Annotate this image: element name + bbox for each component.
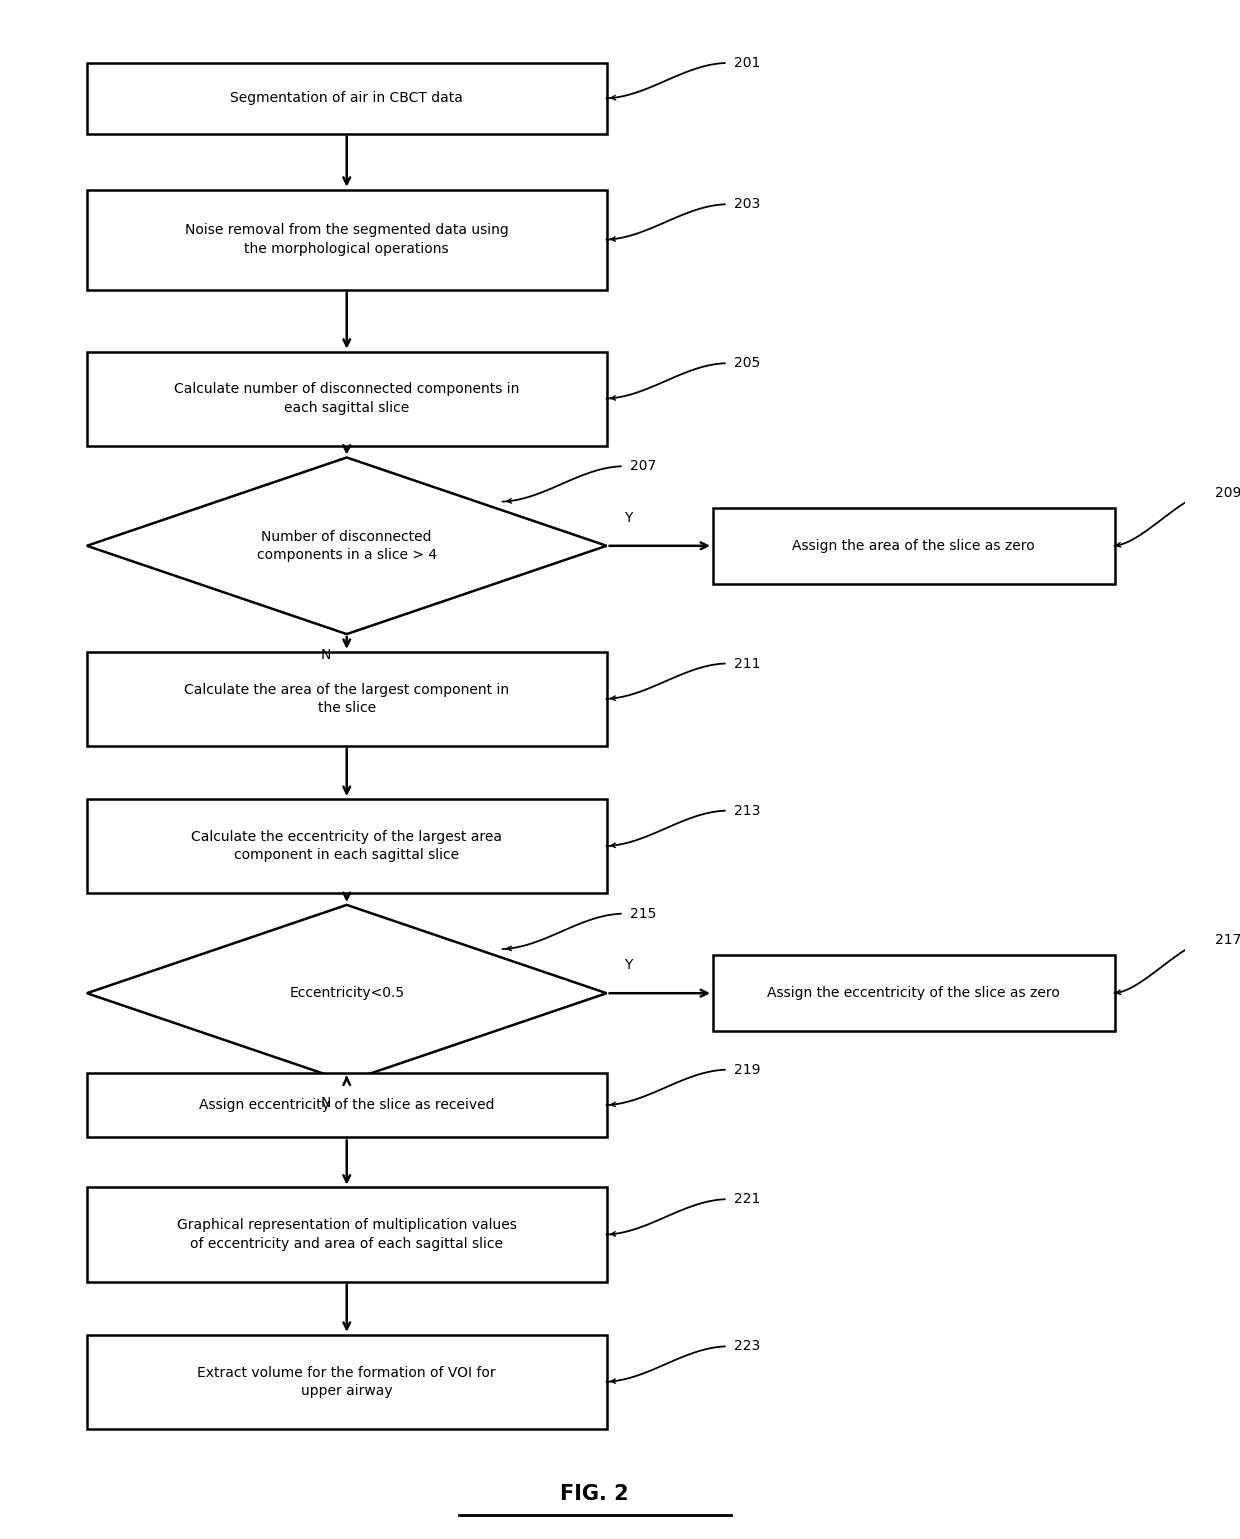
Bar: [87, 651, 606, 746]
Text: 201: 201: [734, 55, 760, 71]
Bar: [87, 1073, 606, 1137]
Text: 211: 211: [734, 657, 760, 671]
Bar: [87, 351, 606, 446]
Text: Y: Y: [624, 511, 632, 525]
Text: Calculate the eccentricity of the largest area
component in each sagittal slice: Calculate the eccentricity of the larges…: [191, 830, 502, 862]
Text: Calculate number of disconnected components in
each sagittal slice: Calculate number of disconnected compone…: [174, 382, 520, 416]
Text: 221: 221: [734, 1193, 760, 1207]
Text: Graphical representation of multiplication values
of eccentricity and area of ea: Graphical representation of multiplicati…: [177, 1219, 517, 1251]
Bar: [713, 508, 1115, 585]
Text: Number of disconnected
components in a slice > 4: Number of disconnected components in a s…: [257, 529, 436, 562]
Bar: [713, 954, 1115, 1031]
Text: Calculate the area of the largest component in
the slice: Calculate the area of the largest compon…: [185, 683, 510, 716]
Text: 219: 219: [734, 1063, 760, 1077]
Text: Segmentation of air in CBCT data: Segmentation of air in CBCT data: [231, 91, 464, 105]
Bar: [87, 63, 606, 134]
Text: 203: 203: [734, 197, 760, 211]
Text: 205: 205: [734, 357, 760, 371]
Text: 209: 209: [1215, 486, 1240, 500]
Text: N: N: [320, 648, 331, 662]
Text: Noise removal from the segmented data using
the morphological operations: Noise removal from the segmented data us…: [185, 223, 508, 255]
Text: Extract volume for the formation of VOI for
upper airway: Extract volume for the formation of VOI …: [197, 1365, 496, 1397]
Text: Y: Y: [624, 957, 632, 973]
Bar: [87, 189, 606, 289]
Text: FIG. 2: FIG. 2: [560, 1484, 629, 1504]
Text: N: N: [320, 1096, 331, 1110]
Text: 213: 213: [734, 803, 760, 817]
Text: 223: 223: [734, 1339, 760, 1353]
Text: Eccentricity<0.5: Eccentricity<0.5: [289, 986, 404, 1000]
Bar: [87, 799, 606, 893]
Bar: [87, 1188, 606, 1282]
Bar: [87, 1334, 606, 1428]
Text: 215: 215: [630, 906, 657, 920]
Text: 217: 217: [1215, 933, 1240, 946]
Text: Assign the eccentricity of the slice as zero: Assign the eccentricity of the slice as …: [768, 986, 1060, 1000]
Polygon shape: [87, 905, 606, 1082]
Text: 207: 207: [630, 459, 656, 474]
Text: Assign the area of the slice as zero: Assign the area of the slice as zero: [792, 539, 1035, 553]
Text: Assign eccentricity of the slice as received: Assign eccentricity of the slice as rece…: [198, 1097, 495, 1113]
Polygon shape: [87, 457, 606, 634]
